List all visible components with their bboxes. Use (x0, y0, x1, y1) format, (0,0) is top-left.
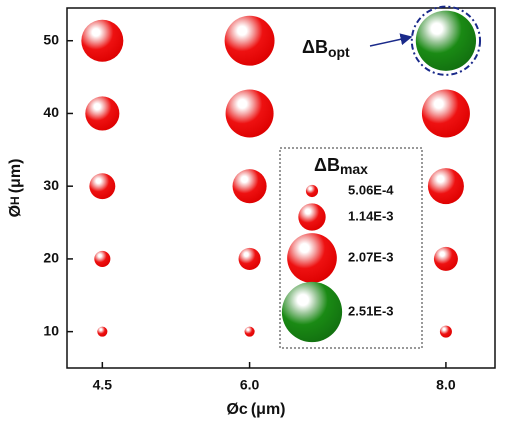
y-tick-label: 30 (43, 177, 59, 193)
legend-label: 5.06E-4 (348, 182, 394, 197)
y-title-main: Ø (7, 205, 24, 217)
bubble (244, 326, 255, 337)
highlight-bubble (415, 10, 477, 71)
bubble (433, 246, 458, 271)
legend-title-sub: max (340, 161, 368, 177)
legend-title-main: ΔB (314, 155, 340, 175)
legend-bubble (281, 281, 343, 343)
opt-annotation: ΔBopt (302, 37, 350, 60)
y-tick-label: 40 (43, 104, 59, 120)
bubble (238, 247, 261, 270)
bubble (85, 96, 120, 131)
plot-frame (66, 7, 496, 369)
bubble (97, 326, 108, 337)
y-tick-label: 10 (43, 322, 59, 338)
bubble (94, 250, 111, 267)
y-title-sub: H (8, 196, 22, 205)
legend-label: 2.51E-3 (348, 303, 394, 318)
opt-arrow (369, 33, 413, 47)
bubble (81, 19, 124, 62)
legend-label: 2.07E-3 (348, 249, 394, 264)
bubble (224, 15, 275, 66)
bubble (439, 325, 452, 338)
x-tick-label: 4.5 (93, 377, 113, 393)
bubble (225, 89, 274, 138)
opt-sub: opt (328, 44, 350, 60)
x-title-main: Øc (226, 401, 247, 418)
y-tick-label: 50 (43, 31, 59, 47)
legend-title: ΔBmax (314, 155, 368, 177)
legend-label: 1.14E-3 (348, 208, 394, 223)
y-title-unit: (μm) (7, 159, 24, 194)
x-title-unit: (μm) (251, 401, 286, 418)
bubble (427, 168, 464, 205)
y-axis-title: ØH (μm) (7, 159, 24, 218)
legend-bubble (305, 184, 319, 198)
y-tick-label: 20 (43, 250, 59, 266)
x-tick-label: 6.0 (240, 377, 260, 393)
x-tick-label: 8.0 (436, 377, 456, 393)
bubble (232, 169, 267, 204)
highlight-ring (410, 5, 482, 76)
bubble (89, 173, 116, 200)
opt-main: ΔB (302, 37, 328, 57)
legend-bubble (287, 233, 337, 283)
x-axis-title: Øc (μm) (226, 401, 285, 418)
legend-bubble (298, 203, 326, 231)
bubble (421, 89, 470, 138)
